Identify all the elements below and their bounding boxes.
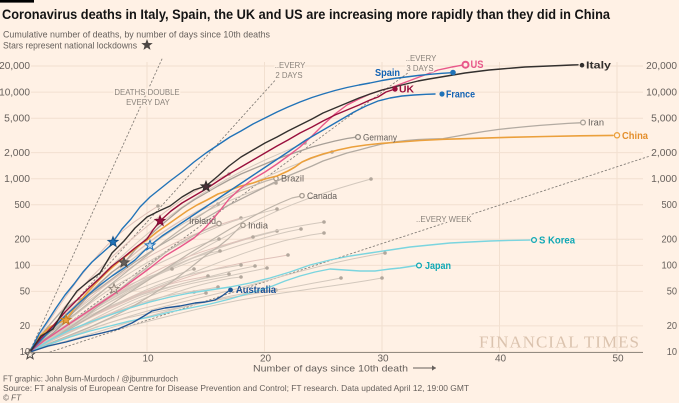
svg-text:Canada: Canada	[307, 191, 337, 201]
svg-text:2,000: 2,000	[4, 148, 30, 159]
svg-text:Source: FT analysis of Europea: Source: FT analysis of European Centre f…	[3, 383, 469, 393]
svg-text:1,000: 1,000	[4, 174, 30, 185]
svg-text:20,000: 20,000	[646, 61, 677, 72]
svg-text:Brazil: Brazil	[281, 174, 304, 184]
svg-text:1,000: 1,000	[651, 174, 677, 185]
svg-text:20: 20	[260, 354, 272, 365]
svg-text:500: 500	[662, 200, 678, 211]
svg-text:100: 100	[662, 261, 678, 272]
svg-text:UK: UK	[399, 83, 414, 95]
svg-text:5,000: 5,000	[651, 113, 677, 124]
svg-text:10: 10	[142, 354, 154, 365]
svg-text:20,000: 20,000	[0, 61, 30, 72]
svg-text:10,000: 10,000	[646, 87, 677, 98]
svg-text:..EVERY: ..EVERY	[275, 61, 306, 70]
svg-text:DEATHS DOUBLE: DEATHS DOUBLE	[114, 88, 179, 97]
svg-text:50: 50	[612, 354, 624, 365]
svg-text:..EVERY: ..EVERY	[406, 54, 437, 63]
svg-text:India: India	[248, 221, 268, 231]
svg-text:500: 500	[15, 200, 31, 211]
svg-text:20: 20	[667, 321, 678, 332]
svg-text:S Korea: S Korea	[539, 234, 575, 246]
svg-text:US: US	[471, 59, 484, 71]
svg-text:Australia: Australia	[236, 284, 276, 296]
svg-text:10: 10	[667, 347, 678, 358]
svg-text:200: 200	[15, 234, 31, 245]
svg-text:2 DAYS: 2 DAYS	[275, 71, 302, 80]
svg-text:Spain: Spain	[375, 67, 400, 79]
svg-text:50: 50	[20, 287, 31, 298]
svg-text:Cumulative number of deaths, b: Cumulative number of deaths, by number o…	[3, 30, 270, 41]
svg-text:10,000: 10,000	[0, 87, 30, 98]
svg-text:Japan: Japan	[425, 260, 451, 272]
svg-text:20: 20	[20, 321, 31, 332]
svg-text:Italy: Italy	[586, 60, 612, 71]
svg-text:Coronavirus deaths in Italy, S: Coronavirus deaths in Italy, Spain, the …	[2, 7, 610, 22]
svg-text:France: France	[446, 88, 475, 100]
svg-text:© FT: © FT	[3, 393, 22, 403]
svg-text:FINANCIAL TIMES: FINANCIAL TIMES	[479, 333, 640, 352]
svg-text:10: 10	[20, 347, 31, 358]
svg-text:200: 200	[662, 234, 678, 245]
svg-text:..EVERY WEEK: ..EVERY WEEK	[416, 215, 472, 224]
svg-text:China: China	[622, 130, 648, 142]
svg-text:5,000: 5,000	[4, 113, 30, 124]
svg-text:3 DAYS: 3 DAYS	[406, 64, 433, 73]
svg-text:Number of days since 10th deat: Number of days since 10th death	[253, 364, 408, 375]
svg-text:2,000: 2,000	[651, 148, 677, 159]
svg-text:Iran: Iran	[588, 118, 604, 128]
svg-text:Ireland: Ireland	[189, 216, 216, 226]
svg-text:100: 100	[15, 261, 31, 272]
svg-text:40: 40	[495, 354, 507, 365]
svg-text:Germany: Germany	[363, 133, 397, 143]
svg-text:Stars represent national lockd: Stars represent national lockdowns	[3, 41, 137, 52]
svg-text:FT graphic: John Burn-Murdoch: FT graphic: John Burn-Murdoch / @jburnmu…	[3, 374, 178, 384]
svg-text:30: 30	[377, 354, 389, 365]
svg-text:EVERY DAY: EVERY DAY	[126, 98, 171, 107]
svg-text:50: 50	[667, 287, 678, 298]
